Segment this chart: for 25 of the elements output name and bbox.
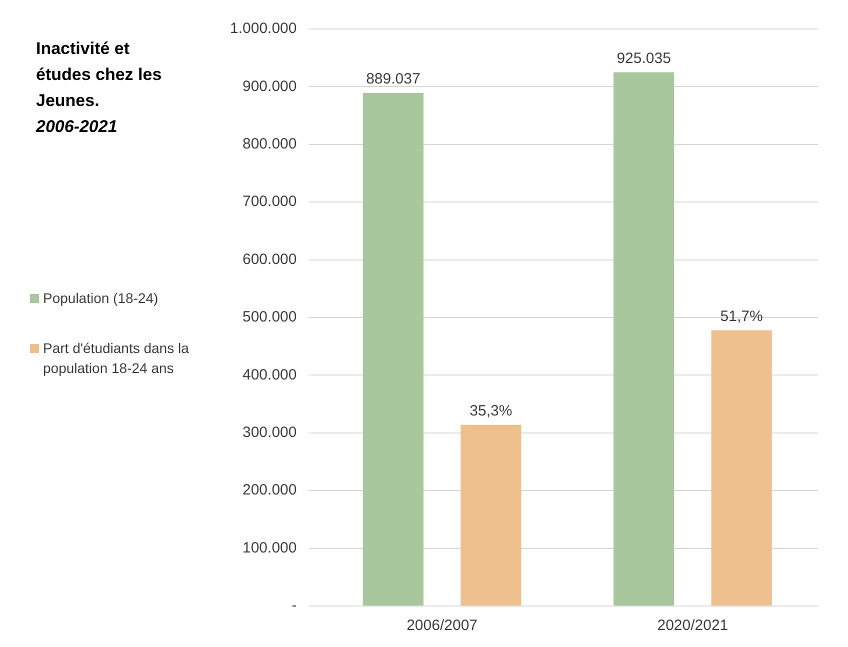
y-tick-label: 400.000 (242, 366, 297, 384)
y-tick-label: 900.000 (242, 78, 297, 95)
bar (711, 330, 772, 606)
bar (460, 424, 522, 606)
y-tick-label: 700.000 (242, 193, 297, 210)
data-label: 889.037 (366, 70, 420, 88)
y-tick-label: 500.000 (242, 308, 297, 326)
x-tick-label: 2006/2007 (406, 617, 478, 634)
y-tick-label: 1.000.000 (230, 20, 297, 38)
y-tick-label: 300.000 (242, 424, 297, 442)
bar (614, 72, 674, 606)
annotation: 35,3% (470, 402, 512, 420)
data-label: 925.035 (616, 50, 671, 67)
y-tick-label: - (292, 597, 297, 614)
legend-label: Part d'étudiants dans la population 18-24 ans (43, 339, 190, 378)
bar (362, 93, 424, 606)
y-tick-label: 600.000 (242, 250, 297, 268)
legend-label: Population (18-24) (43, 289, 158, 308)
text: 2006-2021 (36, 116, 118, 138)
annotation: 51,7% (720, 308, 763, 325)
y-tick-label: 200.000 (242, 482, 297, 499)
x-tick-label: 2020/2021 (657, 617, 728, 634)
y-tick-label: 800.000 (242, 136, 297, 153)
y-tick-label: 100.000 (242, 539, 297, 556)
text: Inactivité et études chez les Jeunes. (36, 38, 163, 112)
